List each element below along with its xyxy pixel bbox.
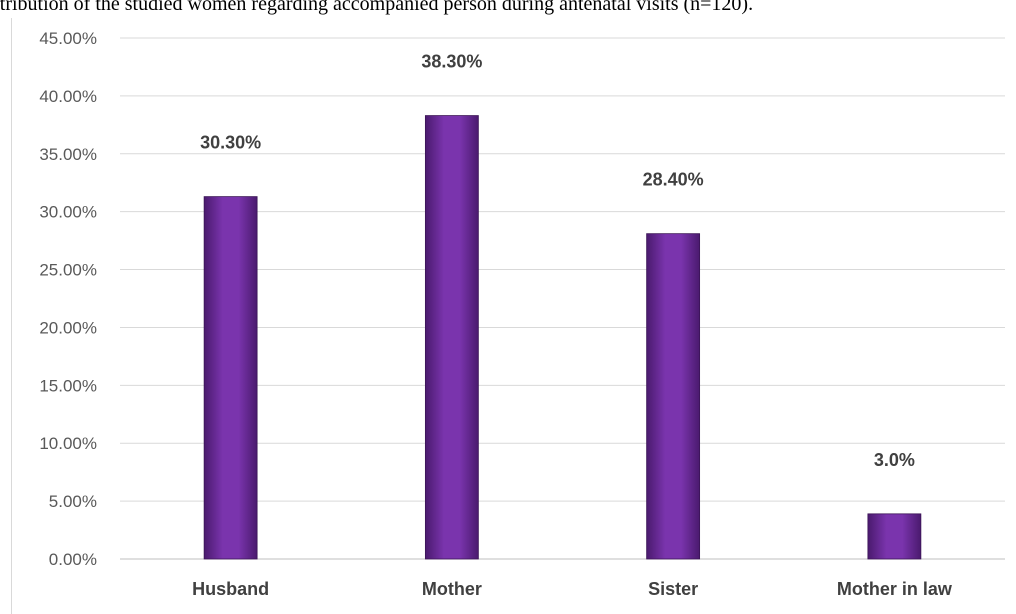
bars <box>203 115 922 560</box>
y-tick-label: 15.00% <box>39 376 97 395</box>
bar-mother-in-law <box>867 513 922 560</box>
data-labels: 30.30% 38.30% 28.40% 3.0% <box>200 52 915 470</box>
data-label: 38.30% <box>421 52 482 72</box>
category-label: Sister <box>648 579 698 599</box>
category-labels: Husband Mother Sister Mother in law <box>192 579 953 599</box>
y-tick-label: 40.00% <box>39 87 97 106</box>
y-tick-label: 0.00% <box>49 550 97 569</box>
bar-husband <box>203 196 258 560</box>
y-tick-label: 5.00% <box>49 492 97 511</box>
y-tick-label: 35.00% <box>39 145 97 164</box>
gridlines <box>120 37 1005 560</box>
category-label: Mother in law <box>837 579 953 599</box>
y-tick-label: 45.00% <box>39 29 97 48</box>
category-label: Mother <box>422 579 482 599</box>
chart-frame-border <box>11 18 12 614</box>
y-tick-label: 10.00% <box>39 434 97 453</box>
y-axis-ticks: 0.00% 5.00% 10.00% 15.00% 20.00% 25.00% 30.00%… <box>39 29 97 569</box>
figure-caption: stribution of the studied women regardin… <box>0 0 754 15</box>
category-label: Husband <box>192 579 269 599</box>
bar-mother <box>424 115 479 560</box>
y-tick-label: 25.00% <box>39 261 97 280</box>
bar-sister <box>646 233 701 560</box>
data-label: 28.40% <box>643 170 704 190</box>
y-tick-label: 20.00% <box>39 318 97 337</box>
data-label: 30.30% <box>200 133 261 153</box>
data-label: 3.0% <box>874 450 915 470</box>
y-tick-label: 30.00% <box>39 203 97 222</box>
